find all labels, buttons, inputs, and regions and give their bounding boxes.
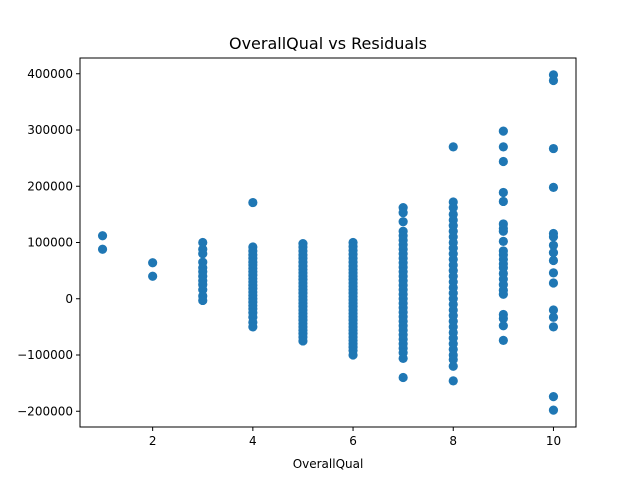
y-tick-label: −100000: [17, 348, 73, 362]
scatter-point: [548, 240, 559, 250]
scatter-point: [498, 226, 508, 236]
y-tick-label: 100000: [27, 236, 73, 250]
scatter-point: [198, 249, 208, 259]
scatter-point: [348, 350, 358, 360]
scatter-point: [398, 372, 408, 383]
x-axis-label: OverallQual: [293, 457, 364, 471]
scatter-point: [548, 143, 559, 154]
scatter-point: [548, 268, 559, 278]
scatter-point: [248, 322, 258, 332]
scatter-point: [548, 255, 559, 266]
scatter-point: [548, 405, 559, 415]
x-tick-label: 4: [249, 434, 257, 448]
scatter-point: [548, 312, 559, 322]
x-axis-ticks: 2 4 6 8 10: [149, 427, 561, 448]
scatter-point: [498, 321, 508, 331]
x-tick-label: 2: [149, 434, 157, 448]
scatter-point: [548, 305, 559, 315]
scatter-point: [548, 322, 559, 332]
y-tick-label: 400000: [27, 67, 73, 81]
scatter-point: [398, 217, 408, 227]
scatter-point: [448, 142, 458, 152]
scatter-point: [548, 278, 559, 288]
scatter-point: [498, 142, 508, 152]
data-points: [97, 70, 559, 415]
scatter-point: [498, 126, 508, 136]
scatter-point: [498, 196, 508, 207]
scatter-point: [448, 203, 458, 213]
scatter-point: [248, 197, 258, 208]
scatter-point: [448, 354, 458, 365]
scatter-point: [148, 271, 158, 281]
y-tick-label: 0: [65, 292, 73, 306]
scatter-point: [198, 295, 208, 306]
scatter-point: [398, 353, 408, 363]
scatter-point: [398, 208, 408, 218]
scatter-point: [548, 392, 559, 402]
scatter-point: [97, 244, 108, 254]
chart-title: OverallQual vs Residuals: [229, 34, 427, 53]
scatter-point: [448, 376, 458, 386]
scatter-point: [498, 335, 508, 345]
x-tick-label: 8: [449, 434, 457, 448]
scatter-point: [298, 336, 308, 346]
scatter-point: [548, 232, 559, 242]
scatter-point: [498, 187, 508, 198]
scatter-point: [498, 313, 508, 324]
scatter-point: [198, 237, 208, 248]
x-tick-label: 6: [349, 434, 357, 448]
scatter-point: [498, 236, 508, 246]
x-tick-label: 10: [546, 434, 561, 448]
scatter-point: [148, 258, 158, 268]
scatter-point: [97, 231, 108, 241]
scatter-point: [498, 156, 508, 167]
scatter-point: [448, 361, 458, 371]
scatter-point: [548, 182, 559, 192]
y-tick-label: 200000: [27, 179, 73, 193]
y-tick-label: −200000: [17, 404, 73, 418]
scatter-point: [548, 248, 559, 258]
scatter-point: [498, 289, 508, 299]
y-tick-label: 300000: [27, 123, 73, 137]
scatter-point: [548, 75, 559, 86]
y-axis-ticks: −200000 −100000 0 100000 200000 300000 400000: [17, 67, 80, 418]
